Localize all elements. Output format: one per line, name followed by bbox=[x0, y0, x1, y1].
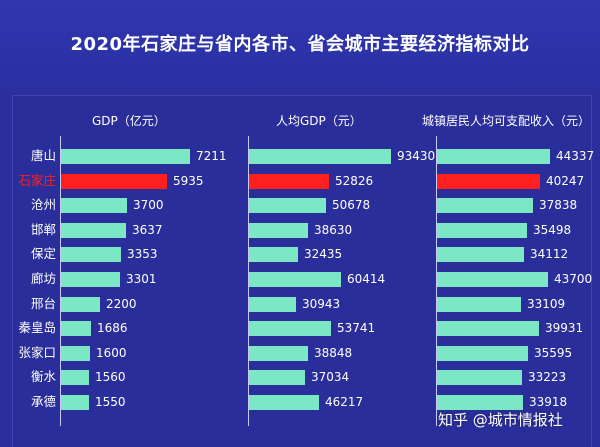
bar-per-capita-gdp bbox=[249, 346, 308, 361]
value-label-per-capita-gdp: 46217 bbox=[325, 395, 364, 409]
bar-income bbox=[437, 272, 548, 287]
bar-income bbox=[437, 370, 522, 385]
value-label-gdp: 2200 bbox=[106, 297, 137, 311]
value-label-gdp: 1550 bbox=[95, 395, 126, 409]
value-label-gdp: 1600 bbox=[96, 346, 127, 360]
value-label-per-capita-gdp: 38630 bbox=[314, 223, 353, 237]
value-label-income: 33109 bbox=[527, 297, 566, 311]
value-label-per-capita-gdp: 60414 bbox=[347, 272, 386, 286]
column-title-per-capita-gdp: 人均GDP（元） bbox=[276, 114, 362, 128]
city-label: 沧州 bbox=[30, 197, 56, 212]
bar-gdp bbox=[61, 272, 120, 287]
value-label-gdp: 5935 bbox=[173, 174, 204, 188]
value-label-gdp: 7211 bbox=[196, 149, 227, 163]
value-label-income: 37838 bbox=[539, 198, 578, 212]
bar-income bbox=[437, 321, 539, 336]
bar-income bbox=[437, 247, 524, 262]
city-label: 张家口 bbox=[18, 345, 56, 360]
value-label-income: 35595 bbox=[534, 346, 573, 360]
bar-per-capita-gdp bbox=[249, 247, 298, 262]
bar-per-capita-gdp bbox=[249, 149, 391, 164]
city-label: 保定 bbox=[30, 246, 56, 261]
bar-income bbox=[437, 297, 521, 312]
value-label-per-capita-gdp: 38848 bbox=[314, 346, 353, 360]
bar-gdp bbox=[61, 174, 167, 189]
bar-income bbox=[437, 174, 540, 189]
bar-income bbox=[437, 395, 523, 410]
value-label-per-capita-gdp: 32435 bbox=[304, 247, 343, 261]
value-label-gdp: 3637 bbox=[132, 223, 163, 237]
axis-line-per-capita-gdp bbox=[248, 136, 249, 426]
value-label-per-capita-gdp: 30943 bbox=[302, 297, 341, 311]
bar-per-capita-gdp bbox=[249, 272, 341, 287]
bar-per-capita-gdp bbox=[249, 321, 331, 336]
value-label-income: 43700 bbox=[554, 272, 593, 286]
city-label: 邢台 bbox=[30, 296, 56, 311]
value-label-gdp: 1560 bbox=[95, 370, 126, 384]
city-label: 衡水 bbox=[30, 369, 56, 384]
city-label: 石家庄 bbox=[18, 173, 56, 188]
value-label-gdp: 1686 bbox=[97, 321, 128, 335]
bar-per-capita-gdp bbox=[249, 223, 308, 238]
value-label-gdp: 3301 bbox=[126, 272, 157, 286]
bar-per-capita-gdp bbox=[249, 297, 296, 312]
chart-title: 2020年石家庄与省内各市、省会城市主要经济指标对比 bbox=[70, 34, 530, 55]
bar-gdp bbox=[61, 346, 90, 361]
value-label-per-capita-gdp: 52826 bbox=[335, 174, 374, 188]
column-title-gdp: GDP（亿元） bbox=[92, 114, 166, 128]
bar-gdp bbox=[61, 321, 91, 336]
value-label-per-capita-gdp: 53741 bbox=[337, 321, 376, 335]
value-label-per-capita-gdp: 50678 bbox=[332, 198, 371, 212]
city-label: 廊坊 bbox=[30, 271, 56, 286]
axis-line-income bbox=[436, 136, 437, 426]
value-label-income: 39931 bbox=[545, 321, 584, 335]
header-band bbox=[0, 0, 600, 88]
bar-gdp bbox=[61, 297, 100, 312]
bar-gdp bbox=[61, 395, 89, 410]
bar-gdp bbox=[61, 223, 126, 238]
city-label: 承德 bbox=[30, 394, 56, 409]
city-label: 邯郸 bbox=[30, 222, 56, 237]
axis-line-gdp bbox=[60, 136, 61, 426]
bar-gdp bbox=[61, 370, 89, 385]
bar-per-capita-gdp bbox=[249, 198, 326, 213]
city-label: 秦皇岛 bbox=[18, 320, 56, 335]
value-label-income: 40247 bbox=[546, 174, 585, 188]
value-label-income: 33223 bbox=[528, 370, 567, 384]
value-label-gdp: 3700 bbox=[133, 198, 164, 212]
value-label-gdp: 3353 bbox=[127, 247, 158, 261]
bar-income bbox=[437, 198, 533, 213]
bar-income bbox=[437, 223, 527, 238]
bar-income bbox=[437, 346, 528, 361]
value-label-income: 35498 bbox=[533, 223, 572, 237]
watermark: 知乎 @城市情报社 bbox=[438, 411, 563, 429]
city-label: 唐山 bbox=[30, 148, 56, 163]
value-label-per-capita-gdp: 37034 bbox=[311, 370, 350, 384]
column-title-income: 城镇居民人均可支配收入（元） bbox=[422, 114, 591, 128]
value-label-per-capita-gdp: 93430 bbox=[397, 149, 436, 163]
value-label-income: 34112 bbox=[530, 247, 569, 261]
bar-per-capita-gdp bbox=[249, 174, 329, 189]
bar-per-capita-gdp bbox=[249, 395, 319, 410]
bar-income bbox=[437, 149, 550, 164]
value-label-income: 44337 bbox=[556, 149, 595, 163]
bar-gdp bbox=[61, 198, 127, 213]
bar-gdp bbox=[61, 247, 121, 262]
value-label-income: 33918 bbox=[529, 395, 568, 409]
bar-per-capita-gdp bbox=[249, 370, 305, 385]
bar-gdp bbox=[61, 149, 190, 164]
